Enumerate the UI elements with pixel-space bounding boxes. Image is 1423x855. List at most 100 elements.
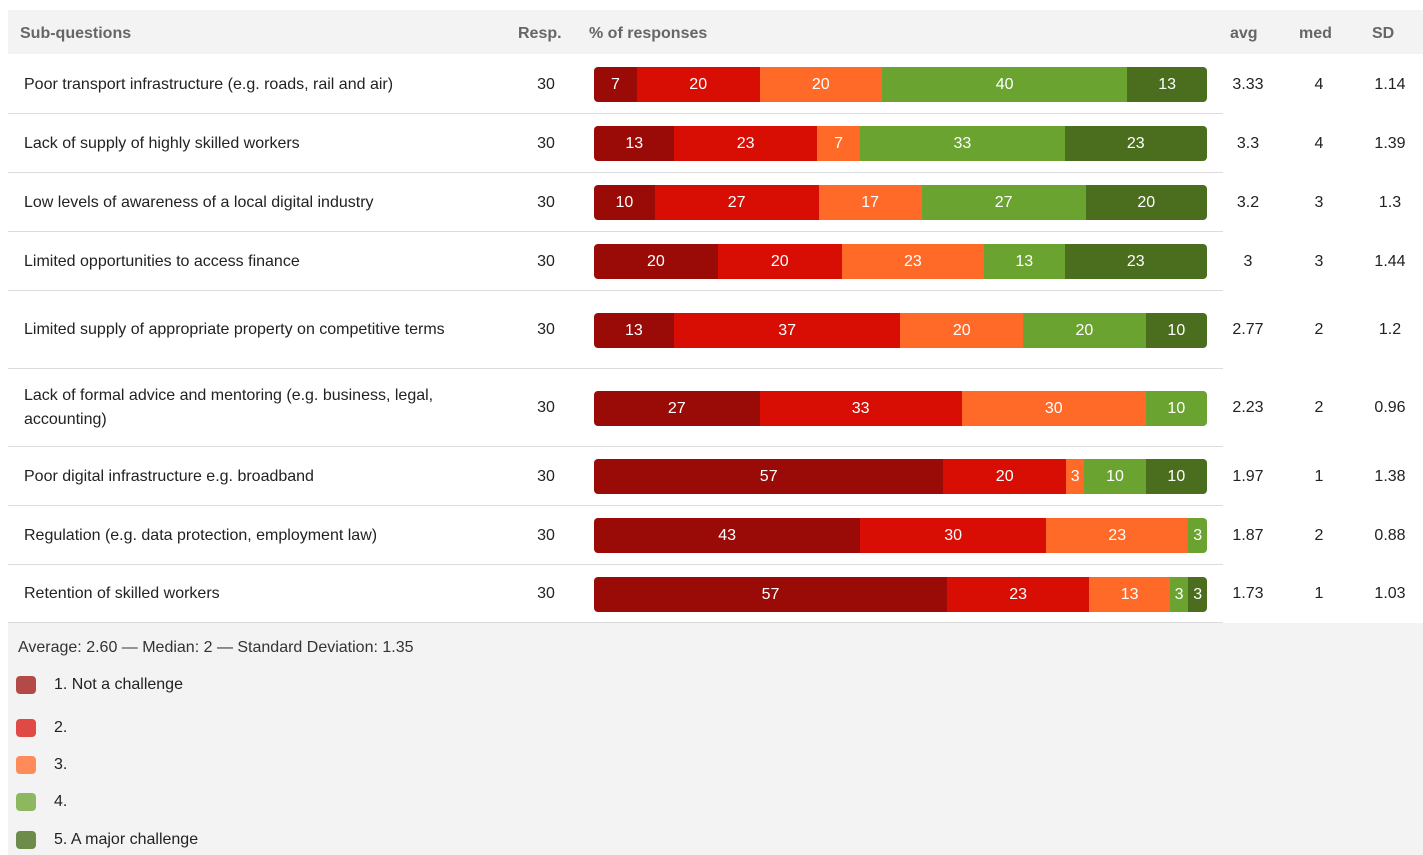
- response-count: 30: [537, 585, 555, 602]
- stacked-bar: 27 33 30 10: [594, 391, 1207, 426]
- bar-segment-4: 10: [1084, 459, 1146, 494]
- bar-segment-5: 3: [1188, 577, 1207, 612]
- header-sd: SD: [1372, 25, 1395, 42]
- bar-segment-4: 40: [882, 67, 1128, 102]
- header-med: med: [1299, 25, 1332, 42]
- avg-value: 3.3: [1236, 134, 1260, 152]
- stacked-bar: 13 37 20 20 10: [594, 313, 1207, 348]
- row-divider: [8, 564, 1223, 565]
- row-divider: [8, 172, 1223, 173]
- legend-label: 2.: [54, 719, 68, 736]
- row-divider: [8, 446, 1223, 447]
- bar-segment-5: 20: [1085, 185, 1207, 220]
- med-value: 3: [1314, 193, 1324, 211]
- header-sub-questions: Sub-questions: [20, 25, 132, 42]
- bar-segment-1: 20: [594, 244, 718, 279]
- sub-question-label: Retention of skilled workers: [24, 585, 220, 602]
- sub-question-label: Regulation (e.g. data protection, employ…: [24, 526, 378, 544]
- sd-value: 1.39: [1374, 134, 1406, 152]
- legend-item: 1. Not a challenge: [16, 674, 183, 696]
- med-value: 4: [1314, 134, 1324, 152]
- summary-footer: Average: 2.60 — Median: 2 — Standard Dev…: [8, 623, 1423, 855]
- bar-segment-3: 17: [818, 185, 922, 220]
- bar-segment-2: 30: [860, 518, 1046, 553]
- sd-value: 1.03: [1374, 585, 1406, 602]
- bar-segment-4: 10: [1145, 391, 1207, 426]
- sd-value: 0.88: [1374, 526, 1406, 544]
- stacked-bar: 10 27 17 27 20: [594, 185, 1207, 220]
- response-count: 30: [537, 252, 555, 270]
- legend-label: 3.: [54, 756, 68, 773]
- row-divider: [8, 622, 1223, 623]
- bar-segment-2: 20: [636, 67, 760, 102]
- bar-segment-4: 20: [1023, 313, 1146, 348]
- stacked-bar: 43 30 23 3: [594, 518, 1207, 553]
- stacked-bar: 7 20 20 40 13: [594, 67, 1207, 102]
- table-row: Retention of skilled workers 30 57 23 13 3 3 1.…: [8, 565, 1423, 623]
- bar-segment-5: 23: [1064, 244, 1207, 279]
- legend-item: 3.: [16, 754, 67, 776]
- row-divider: [8, 113, 1223, 114]
- sub-question-label: Lack of formal advice and mentoring (e.g…: [24, 387, 434, 428]
- bar-segment-1: 10: [594, 185, 655, 220]
- med-value: 1: [1314, 467, 1324, 485]
- bar-segment-4: 3: [1169, 577, 1189, 612]
- sub-question-label: Low levels of awareness of a local digit…: [24, 193, 374, 211]
- med-value: 4: [1314, 75, 1324, 93]
- sd-value: 0.96: [1374, 399, 1406, 416]
- sd-value: 1.38: [1374, 467, 1406, 485]
- table-row: Lack of supply of highly skilled workers…: [8, 114, 1423, 173]
- bar-segment-2: 20: [717, 244, 842, 279]
- bar-segment-3: 13: [1089, 577, 1170, 612]
- legend-swatch: [16, 756, 36, 774]
- legend-label: 1. Not a challenge: [54, 676, 183, 693]
- bar-segment-3: 20: [900, 313, 1024, 348]
- bar-segment-5: 10: [1145, 459, 1207, 494]
- header-resp: Resp.: [518, 25, 562, 42]
- response-count: 30: [537, 134, 555, 152]
- med-value: 1: [1314, 585, 1324, 602]
- sub-question-label: Limited opportunities to access finance: [24, 252, 300, 270]
- table-row: Lack of formal advice and mentoring (e.g…: [8, 369, 1423, 447]
- bar-segment-5: 23: [1064, 126, 1207, 161]
- row-divider: [8, 290, 1223, 291]
- table-row: Limited opportunities to access finance 3…: [8, 232, 1423, 291]
- bar-segment-2: 23: [946, 577, 1090, 612]
- bar-segment-1: 13: [594, 126, 675, 161]
- bar-segment-3: 23: [1046, 518, 1189, 553]
- bar-segment-3: 23: [841, 244, 985, 279]
- bar-segment-1: 27: [594, 391, 760, 426]
- stacked-bar: 13 23 7 33 23: [594, 126, 1207, 161]
- avg-value: 1.97: [1232, 467, 1264, 485]
- sd-value: 1.14: [1374, 75, 1406, 93]
- med-value: 2: [1314, 399, 1324, 416]
- bar-segment-2: 37: [673, 313, 901, 348]
- avg-value: 3.33: [1232, 75, 1264, 93]
- bar-segment-2: 23: [674, 126, 817, 161]
- bar-segment-5: 10: [1145, 313, 1207, 348]
- response-count: 30: [537, 321, 555, 338]
- response-count: 30: [537, 526, 555, 544]
- legend-label: 5. A major challenge: [54, 831, 199, 848]
- bar-segment-1: 13: [594, 313, 674, 348]
- response-count: 30: [537, 75, 555, 93]
- med-value: 2: [1314, 321, 1324, 338]
- stacked-bar: 20 20 23 13 23: [594, 244, 1207, 279]
- table-row: Regulation (e.g. data protection, employ…: [8, 506, 1423, 565]
- bar-segment-4: 27: [921, 185, 1086, 220]
- legend-swatch: [16, 831, 36, 849]
- med-value: 2: [1314, 526, 1324, 544]
- legend-swatch: [16, 676, 36, 694]
- table-row: Low levels of awareness of a local digit…: [8, 173, 1423, 232]
- avg-value: 1.73: [1232, 585, 1264, 602]
- bar-segment-1: 57: [594, 459, 944, 494]
- summary-stats: Average: 2.60 — Median: 2 — Standard Dev…: [18, 639, 414, 656]
- row-divider: [8, 505, 1223, 506]
- stacked-bar: 57 20 3 10 10: [594, 459, 1207, 494]
- legend-swatch: [16, 719, 36, 737]
- bar-segment-3: 7: [816, 126, 861, 161]
- table-row: Limited supply of appropriate property o…: [8, 291, 1423, 369]
- table-header: Sub-questions Resp. % of responses avg m…: [8, 10, 1423, 54]
- row-divider: [8, 231, 1223, 232]
